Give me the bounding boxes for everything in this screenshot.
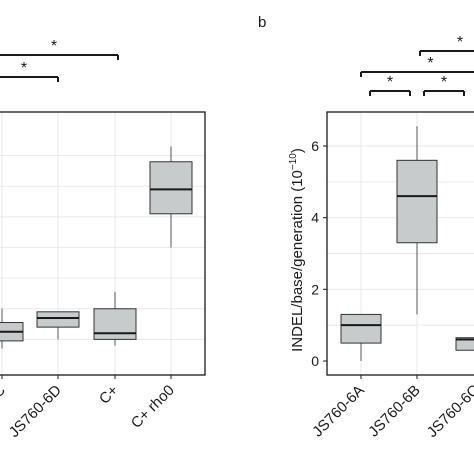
- box-c-: [93, 308, 137, 340]
- y-tick-label: 4: [311, 210, 319, 226]
- significance-label: *: [441, 74, 447, 91]
- plot-frame: [326, 111, 474, 376]
- x-tick-label: JS760-6B: [365, 382, 424, 441]
- significance-label: *: [457, 34, 463, 51]
- x-tick-label: JS760-6D: [6, 382, 65, 441]
- significance-label: *: [51, 38, 57, 55]
- box-js760-6b: [396, 159, 438, 244]
- significance-label: *: [387, 74, 393, 91]
- x-tick-label: C+ rho0: [128, 382, 178, 432]
- panel-label-b: b: [258, 14, 266, 31]
- significance-label: *: [427, 55, 433, 72]
- y-axis-label: INDEL/base/generation (10−10): [288, 148, 306, 352]
- x-tick-label: C+: [96, 382, 122, 408]
- box-js760-6d: [36, 311, 80, 328]
- y-tick-label: 2: [311, 281, 319, 297]
- box-js760-6a: [340, 313, 382, 344]
- x-tick-label: JS760-6A: [309, 382, 368, 441]
- plot-frame: [0, 111, 206, 376]
- significance-label: *: [21, 60, 27, 77]
- x-tick-label: JS760-6C: [424, 382, 474, 441]
- y-tick-label: 6: [311, 138, 319, 154]
- y-tick-label: 0: [311, 353, 319, 369]
- panel-b: b INDEL/base/generation (10−10) 0 2 4 6 JS76…: [258, 14, 474, 441]
- x-tick-label: C: [0, 382, 9, 402]
- box-js760-6c: [455, 337, 474, 351]
- box-c-rho0: [149, 161, 193, 215]
